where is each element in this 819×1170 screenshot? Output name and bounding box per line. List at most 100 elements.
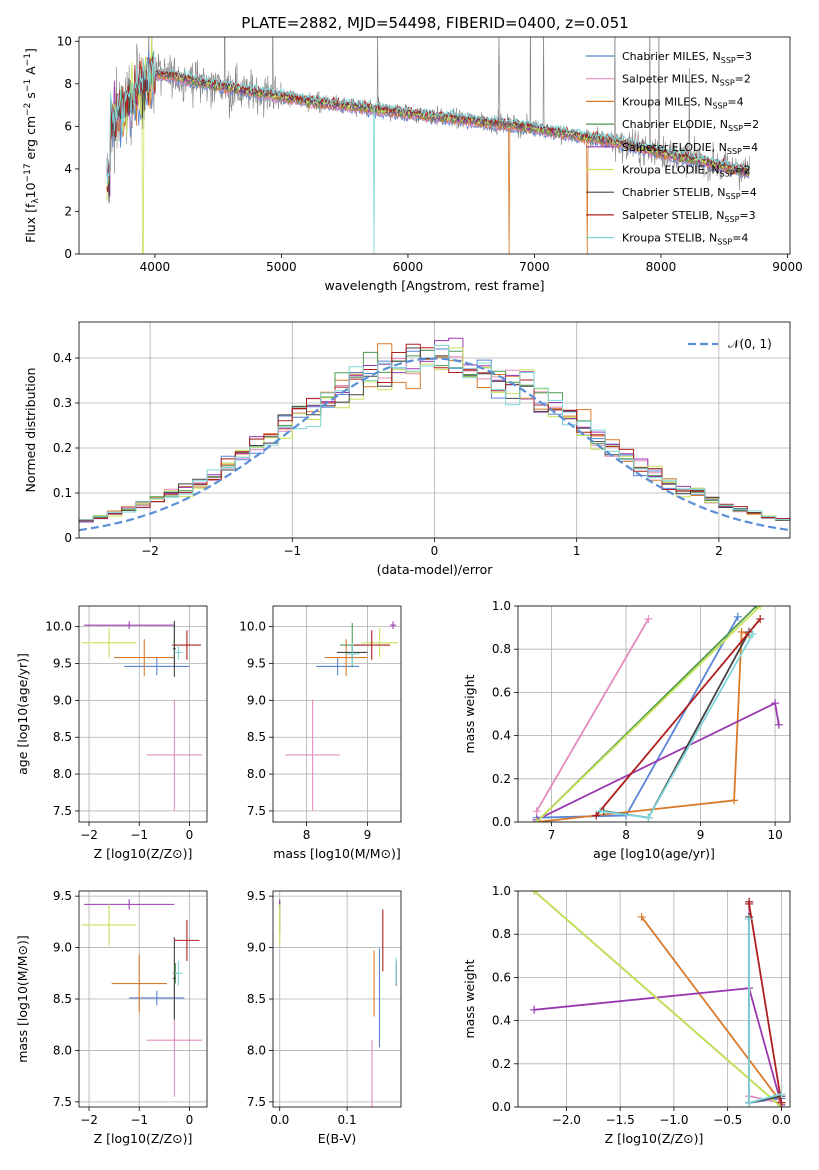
tick-label-x: −2 xyxy=(141,544,159,558)
mass-vs-ebv-axes: 0.0 0.1 7.5 8.0 8.5 9.0 9.5 E(B-V) xyxy=(247,889,402,1146)
errorbar-point xyxy=(81,904,137,946)
weight-marker xyxy=(737,627,746,636)
tick-label-x: 0.0 xyxy=(270,1113,289,1127)
errorbar-point xyxy=(172,630,201,660)
histogram-step xyxy=(79,344,790,521)
y-axis-label: age [log10(age/yr)] xyxy=(15,653,30,775)
tick-label-y: 0 xyxy=(64,531,72,545)
legend-label: Chabrier STELIB, NSSP=4 xyxy=(622,186,757,201)
y-axis-label: mass weight xyxy=(462,959,477,1038)
legend-label: Chabrier ELODIE, NSSP=2 xyxy=(622,118,759,133)
x-axis-label: wavelength [Angstrom, rest frame] xyxy=(324,278,544,293)
tick-label-x: 0 xyxy=(186,828,194,842)
axes-frame xyxy=(78,36,791,255)
errorbar-point xyxy=(172,937,176,1020)
weight-marker xyxy=(748,630,757,639)
tick-label-x: 9 xyxy=(697,828,705,842)
axes-frame xyxy=(78,890,208,1108)
legend-label: Kroupa STELIB, NSSP=4 xyxy=(622,232,748,247)
tick-label-x: −2 xyxy=(80,828,98,842)
tick-label-y: 1.0 xyxy=(492,599,511,613)
errorbar-point xyxy=(344,642,360,665)
tick-label-x: 8 xyxy=(303,828,311,842)
tick-label-y: 9.0 xyxy=(247,941,266,955)
tick-label-y: 0.4 xyxy=(492,729,511,743)
tick-label-y: 8.0 xyxy=(247,767,266,781)
tick-label-y: 8.5 xyxy=(247,730,266,744)
errorbar-point xyxy=(174,960,183,986)
weight-marker xyxy=(637,912,646,921)
x-axis-label: (data-model)/error xyxy=(377,562,494,577)
legend-label: Chabrier MILES, NSSP=3 xyxy=(622,50,752,65)
tick-label-x: −1 xyxy=(130,828,148,842)
tick-label-y: 10.0 xyxy=(45,620,72,634)
tick-label-x: −1.5 xyxy=(606,1113,635,1127)
tick-label-y: 0.1 xyxy=(53,486,72,500)
tick-label-y: 0.0 xyxy=(492,815,511,829)
tick-label-x: 10 xyxy=(767,828,782,842)
weight-lines xyxy=(530,891,786,1107)
tick-label-y: 0.8 xyxy=(492,642,511,656)
y-axis-label: mass [log10(M/M⊙)] xyxy=(15,935,30,1063)
tick-label-y: 0.2 xyxy=(53,441,72,455)
errorbar-point xyxy=(84,621,175,629)
tick-label-x: 8000 xyxy=(646,260,677,274)
spectrum-axes: 4000 5000 6000 7000 8000 9000 0 2 4 6 8 10 wavelengt… xyxy=(23,34,803,293)
axes-frame xyxy=(272,605,402,823)
tick-label-y: 0.3 xyxy=(53,396,72,410)
errorbar-point xyxy=(114,639,175,677)
errorbar-point xyxy=(390,621,397,629)
tick-label-y: 9.5 xyxy=(53,657,72,671)
errorbars xyxy=(81,899,202,1097)
tick-label-x: 4000 xyxy=(140,260,171,274)
y-axis-label: Flux [fλ10−17 erg cm−2 s−1 A−1] xyxy=(23,48,41,243)
axes-frame xyxy=(78,605,208,823)
tick-label-y: 8.5 xyxy=(53,992,72,1006)
weight-series xyxy=(534,987,783,1106)
errorbar-point xyxy=(129,990,185,1006)
tick-label-x: 1 xyxy=(573,544,581,558)
mass-weight-vs-Z-axes: −2.0 −1.5 −1.0 −0.5 0.0 0.0 0.2 0.4 0.6 0.8 1.0 Z [… xyxy=(462,884,791,1146)
legend-label: Salpeter MILES, NSSP=2 xyxy=(622,73,751,88)
weight-marker xyxy=(644,614,653,623)
tick-label-y: 0.4 xyxy=(53,351,72,365)
weight-marker xyxy=(730,796,739,805)
errorbars xyxy=(285,621,398,811)
axes-layer: 4000 5000 6000 7000 8000 90000246810wavelengt… xyxy=(15,34,803,1146)
tick-label-y: 8.0 xyxy=(53,767,72,781)
age-vs-Z-axes: −2 −1 0 7.5 8.0 8.5 9.0 9.5 10.0 Z [log10(Z/Z⊙)] a… xyxy=(15,605,208,861)
tick-label-y: 0.6 xyxy=(492,970,511,984)
weight-series xyxy=(640,916,783,1104)
figure-title: PLATE=2882, MJD=54498, FIBERID=0400, z=0… xyxy=(241,14,628,32)
axes-frame xyxy=(517,890,791,1108)
x-axis-label: Z [log10(Z/Z⊙)] xyxy=(94,846,193,861)
legend-label: Salpeter STELIB, NSSP=3 xyxy=(622,209,756,224)
errorbar-point xyxy=(285,699,341,811)
errorbar-point xyxy=(111,954,167,1013)
tick-label-y: 0.4 xyxy=(492,1014,511,1028)
residuals-axes: −2 −1 0 1 2 0 0.1 0.2 0.3 0.4 (data-model)/error No… xyxy=(23,321,791,577)
axes-frame xyxy=(517,605,791,823)
model-line xyxy=(106,49,750,254)
legend: Chabrier MILES, NSSP=3 Salpeter MILES, NS… xyxy=(586,50,759,247)
tick-label-x: 7 xyxy=(548,828,556,842)
tick-label-y: 7.5 xyxy=(53,1095,72,1109)
tick-label-y: 10 xyxy=(57,34,72,48)
errorbar-point xyxy=(174,919,200,961)
weight-series xyxy=(533,891,782,1107)
tick-label-y: 9.5 xyxy=(247,889,266,903)
tick-label-y: 9.0 xyxy=(247,693,266,707)
weight-marker xyxy=(745,915,754,924)
weight-marker xyxy=(774,720,783,729)
tick-label-x: 6000 xyxy=(393,260,424,274)
weight-series xyxy=(536,630,750,822)
tick-label-x: −2.0 xyxy=(552,1113,581,1127)
errorbar-point xyxy=(81,628,137,658)
y-axis-label: Normed distribution xyxy=(23,368,38,493)
tick-label-x: −2 xyxy=(80,1113,98,1127)
mass-vs-Z-axes: −2 −1 0 7.5 8.0 8.5 9.0 9.5 Z [log10(Z/Z⊙)] mass … xyxy=(15,889,208,1146)
mass-weight-vs-age-axes: 7 8 9 10 0.0 0.2 0.4 0.6 0.8 1.0 age [log10(age/yr… xyxy=(462,599,791,861)
legend-label: Salpeter ELODIE, NSSP=4 xyxy=(622,141,758,156)
weight-marker xyxy=(745,1098,754,1107)
spectrum-lines xyxy=(106,37,750,254)
